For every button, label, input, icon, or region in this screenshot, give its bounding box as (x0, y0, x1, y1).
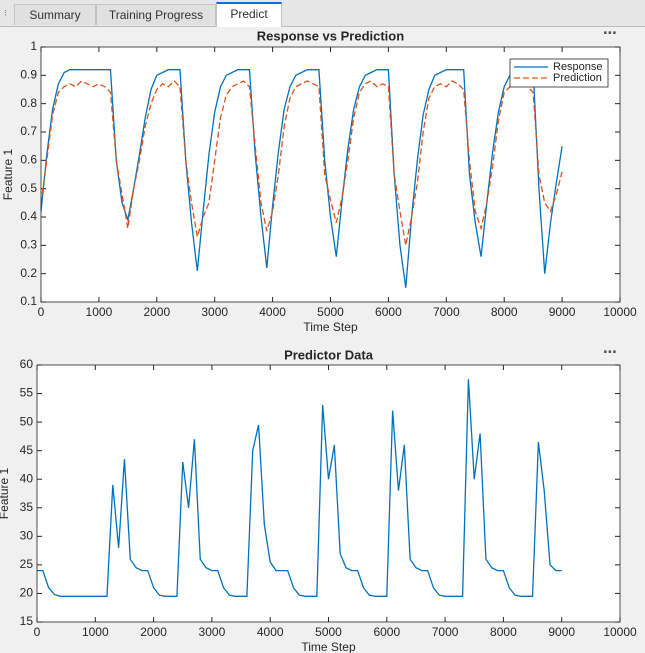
y-tick-label: 25 (20, 557, 34, 571)
tab[interactable]: Summary (14, 4, 96, 25)
tab[interactable]: Predict (216, 2, 282, 27)
x-tick-label: 6000 (373, 625, 400, 639)
x-tick-label: 2000 (143, 305, 170, 319)
x-tick-label: 10000 (603, 305, 637, 319)
y-tick-label: 0.4 (20, 209, 37, 223)
y-tick-label: 30 (20, 529, 34, 543)
tab[interactable]: Training Progress (96, 4, 216, 25)
x-tick-label: 8000 (490, 625, 517, 639)
y-axis-label: Feature 1 (1, 148, 15, 200)
y-tick-label: 15 (20, 614, 34, 628)
more-menu: ⋯ (603, 344, 617, 360)
y-tick-label: 0.9 (20, 68, 37, 82)
x-tick-label: 1000 (82, 625, 109, 639)
plot-area (41, 47, 620, 302)
y-tick-label: 0.3 (20, 238, 37, 252)
plot-area (37, 365, 620, 622)
y-tick-label: 60 (20, 357, 34, 371)
x-tick-label: 6000 (375, 305, 402, 319)
y-tick-label: 0.7 (20, 124, 37, 138)
series-line (40, 69, 563, 288)
x-tick-label: 5000 (315, 625, 342, 639)
axes-box (36, 364, 621, 623)
y-tick-label: 45 (20, 443, 34, 457)
y-tick-label: 55 (20, 386, 34, 400)
x-tick-label: 7000 (432, 625, 459, 639)
chart-title: Response vs Prediction (257, 28, 404, 43)
y-tick-label: 1 (30, 39, 37, 53)
y-tick-label: 40 (20, 471, 34, 485)
axes-box (40, 46, 621, 303)
x-tick-label: 3000 (201, 305, 228, 319)
y-tick-label: 50 (20, 414, 34, 428)
x-tick-label: 4000 (257, 625, 284, 639)
x-tick-label: 0 (38, 305, 45, 319)
y-axis-label: Feature 1 (0, 467, 11, 519)
more-menu: ⋯ (603, 27, 617, 41)
y-tick-label: 0.2 (20, 266, 37, 280)
x-tick-label: 0 (34, 625, 41, 639)
legend-label: Prediction (553, 72, 602, 84)
chart-title: Predictor Data (284, 347, 374, 362)
x-tick-label: 9000 (548, 625, 575, 639)
x-tick-label: 4000 (259, 305, 286, 319)
y-tick-label: 0.1 (20, 294, 37, 308)
x-tick-label: 3000 (199, 625, 226, 639)
x-axis-label: Time Step (303, 320, 358, 334)
x-tick-label: 8000 (491, 305, 518, 319)
x-tick-label: 7000 (433, 305, 460, 319)
x-tick-label: 5000 (317, 305, 344, 319)
charts: Response vs Prediction ⋯ Time Step Feature … (0, 27, 642, 653)
y-tick-label: 0.8 (20, 96, 37, 110)
x-tick-label: 9000 (549, 305, 576, 319)
x-tick-label: 2000 (140, 625, 167, 639)
y-tick-label: 20 (20, 586, 34, 600)
legend-box (509, 58, 609, 88)
y-tick-label: 0.6 (20, 153, 37, 167)
x-axis-label: Time Step (301, 640, 356, 653)
x-tick-label: 1000 (86, 305, 113, 319)
tab-bar: ⁝ Summary Training Progress Predict (0, 0, 645, 27)
legend-label: Response (553, 61, 603, 73)
series-line (37, 379, 562, 597)
tab-grip[interactable]: ⁝ (4, 8, 7, 18)
y-tick-label: 0.5 (20, 181, 37, 195)
series-line (40, 80, 563, 246)
y-tick-label: 35 (20, 500, 34, 514)
x-tick-label: 10000 (603, 625, 637, 639)
